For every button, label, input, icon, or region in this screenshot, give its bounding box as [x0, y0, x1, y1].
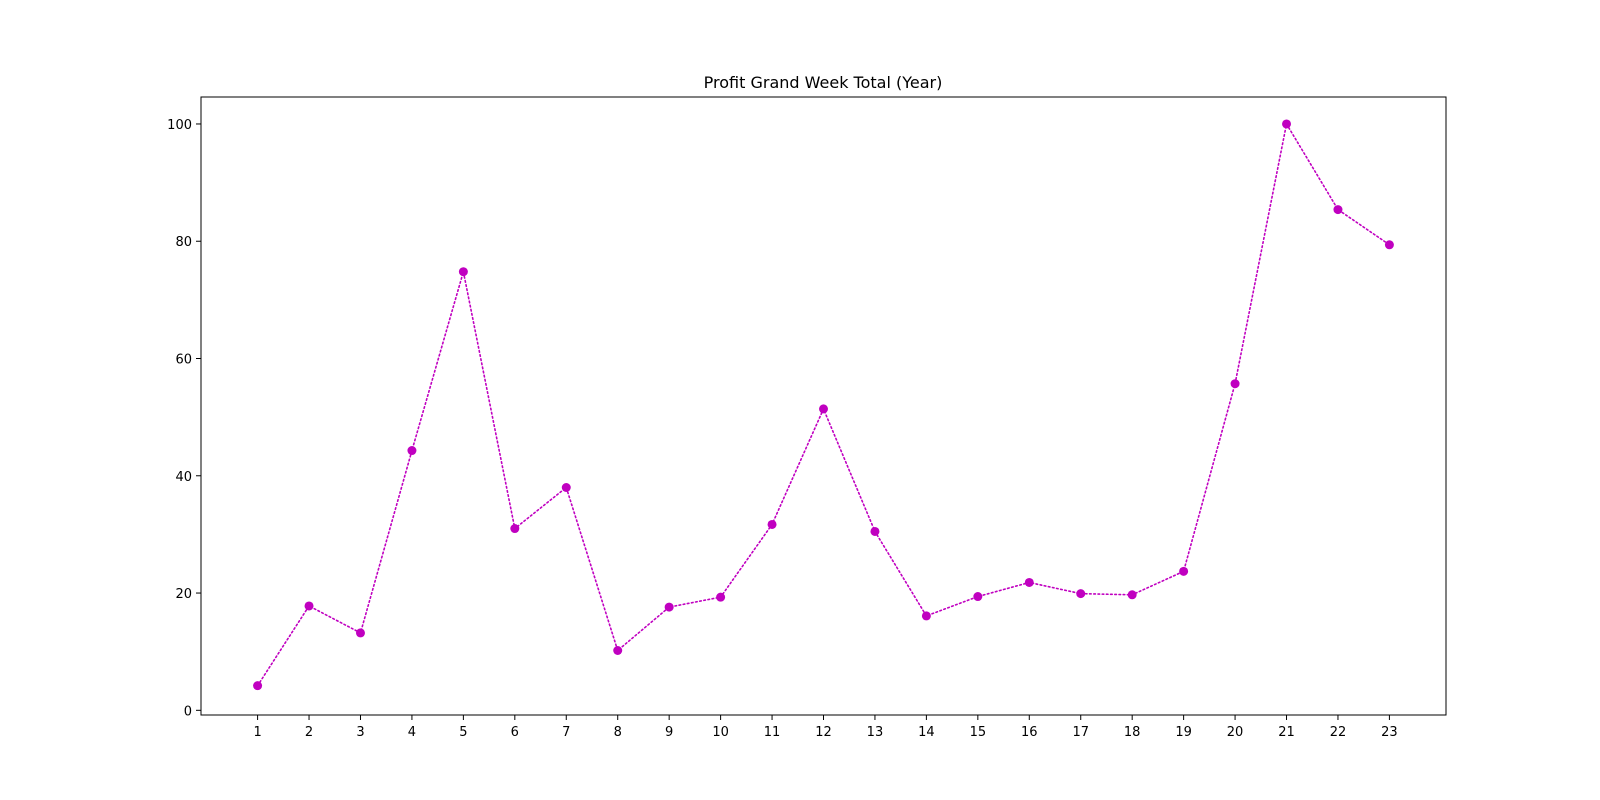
data-point	[819, 404, 828, 414]
x-tick-label: 4	[408, 725, 416, 740]
y-tick-label: 100	[167, 118, 192, 133]
data-point	[510, 524, 520, 534]
data-point	[1384, 240, 1394, 250]
data-point	[921, 611, 931, 621]
data-point	[973, 592, 983, 602]
data-point	[1333, 205, 1343, 215]
data-point	[664, 602, 674, 612]
x-tick-label: 11	[764, 725, 781, 740]
chart-title: Profit Grand Week Total (Year)	[704, 73, 943, 92]
data-point	[1024, 577, 1034, 587]
data-point	[716, 592, 726, 602]
data-point	[1230, 379, 1240, 389]
data-point	[355, 628, 365, 638]
y-tick-label: 20	[175, 587, 192, 602]
data-point	[1127, 590, 1137, 600]
x-tick-label: 5	[459, 725, 467, 740]
x-tick-label: 10	[712, 725, 729, 740]
data-point	[407, 446, 417, 456]
x-tick-label: 18	[1124, 725, 1141, 740]
x-tick-label: 15	[970, 725, 987, 740]
data-point	[767, 519, 777, 529]
x-tick-label: 16	[1021, 725, 1038, 740]
x-tick-label: 14	[918, 725, 935, 740]
data-point	[458, 267, 468, 277]
x-tick-label: 9	[665, 725, 673, 740]
x-tick-label: 1	[253, 725, 261, 740]
x-tick-label: 12	[815, 725, 832, 740]
x-tick-label: 6	[511, 725, 519, 740]
data-point	[613, 646, 623, 656]
data-point	[1179, 566, 1189, 576]
plot-area: 1 2 3 4 5 6 7 8 9 10 11 12 13 14 15 16 17 18 19 20 21 22 23020…	[167, 96, 1447, 740]
data-point	[253, 681, 263, 691]
y-tick-label: 0	[184, 704, 192, 719]
x-tick-label: 19	[1175, 725, 1192, 740]
data-point	[561, 483, 571, 493]
data-point	[304, 601, 314, 611]
data-point	[870, 526, 880, 536]
y-tick-label: 40	[175, 470, 192, 485]
y-tick-label: 60	[175, 353, 192, 368]
y-tick-label: 80	[175, 235, 192, 250]
x-tick-label: 20	[1227, 725, 1244, 740]
x-tick-label: 22	[1330, 725, 1347, 740]
x-tick-label: 21	[1278, 725, 1295, 740]
x-tick-label: 8	[614, 725, 622, 740]
x-tick-label: 7	[562, 725, 570, 740]
x-tick-label: 2	[305, 725, 313, 740]
x-tick-label: 23	[1381, 725, 1398, 740]
data-point	[1076, 589, 1086, 599]
data-point	[1282, 119, 1292, 129]
x-tick-label: 13	[867, 725, 884, 740]
x-tick-label: 17	[1072, 725, 1089, 740]
x-tick-label: 3	[356, 725, 364, 740]
